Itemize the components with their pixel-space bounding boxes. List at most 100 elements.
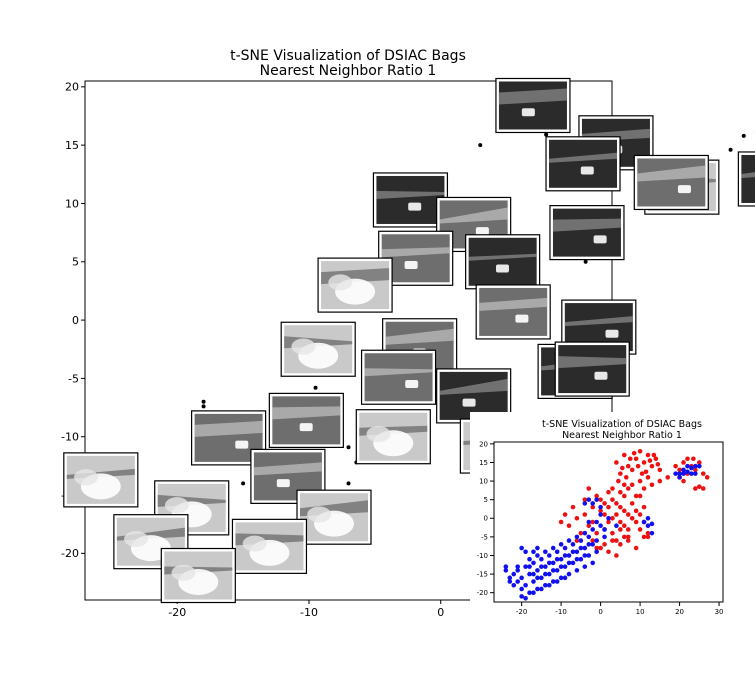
- inset-red-point: [655, 462, 661, 467]
- inset-blue-point: [645, 515, 651, 521]
- inset-y-tick-label: 0: [484, 515, 488, 523]
- main-data-point: [346, 445, 351, 450]
- inset-blue-point: [641, 519, 647, 525]
- inset-blue-point: [570, 542, 576, 547]
- inset-blue-point: [546, 582, 552, 588]
- inset-y-tick-label: -5: [481, 533, 488, 541]
- inset-blue-point: [590, 527, 596, 532]
- main-y-tick-label: 20: [65, 81, 79, 94]
- thumbnail-image: [280, 321, 356, 377]
- inset-y-tick-label: -20: [477, 589, 488, 597]
- inset-y-tick-label: -10: [477, 552, 488, 560]
- inset-red-point: [651, 452, 657, 458]
- inset-blue-point: [539, 575, 544, 581]
- inset-red-point: [574, 538, 580, 543]
- inset-red-point: [665, 475, 671, 480]
- thumbnail-image: [554, 341, 630, 397]
- inset-blue-point: [582, 564, 588, 569]
- inset-blue-point: [519, 586, 524, 592]
- inset-red-point: [633, 508, 639, 514]
- thumbnail-image: [436, 368, 512, 424]
- inset-red-point: [625, 463, 631, 469]
- inset-blue-point: [539, 556, 544, 562]
- inset-red-point: [594, 530, 599, 536]
- inset-red-point: [606, 549, 611, 555]
- inset-red-point: [657, 478, 663, 484]
- inset-blue-point: [523, 595, 528, 601]
- inset-blue-point: [570, 549, 576, 555]
- inset-blue-point: [535, 586, 540, 592]
- inset-blue-point: [693, 463, 698, 469]
- inset-blue-point: [586, 534, 592, 540]
- inset-red-point: [681, 478, 686, 484]
- inset-blue-point: [554, 549, 560, 555]
- inset-blue-point: [535, 575, 540, 581]
- inset-red-point: [691, 456, 696, 462]
- inset-blue-point: [590, 542, 596, 547]
- inset-blue-point: [566, 571, 572, 577]
- inset-blue-point: [578, 538, 584, 543]
- inset-blue-point: [515, 579, 520, 584]
- inset-blue-point: [598, 512, 603, 517]
- inset-red-point: [590, 519, 596, 525]
- inset-red-point: [590, 504, 596, 510]
- inset-red-point: [621, 482, 627, 488]
- main-x-tick-label: -10: [300, 606, 318, 619]
- main-data-point: [241, 481, 246, 486]
- thumbnail-image: [360, 349, 437, 405]
- inset-blue-point: [582, 553, 588, 558]
- inset-blue-point: [523, 549, 528, 555]
- inset-blue-point: [527, 590, 532, 595]
- inset-blue-point: [543, 564, 548, 569]
- inset-axes-frame: [493, 441, 724, 603]
- inset-red-point: [582, 512, 588, 517]
- inset-blue-point: [515, 568, 520, 573]
- inset-blue-point: [523, 582, 528, 588]
- inset-red-point: [562, 512, 568, 517]
- main-chart-title: t-SNE Visualization of DSIAC Bags: [230, 48, 466, 64]
- inset-red-point: [637, 449, 643, 454]
- inset-blue-point: [511, 571, 517, 577]
- thumbnail-image: [160, 547, 236, 604]
- main-y-tick-label: 5: [72, 256, 79, 269]
- inset-blue-point: [543, 582, 548, 588]
- inset-plot-area: [503, 449, 710, 601]
- inset-blue-point: [574, 549, 580, 555]
- inset-red-point: [645, 534, 651, 540]
- main-y-tick-label: -10: [61, 431, 79, 444]
- inset-blue-point: [570, 560, 576, 566]
- inset-blue-point: [562, 545, 568, 551]
- inset-red-point: [610, 497, 615, 502]
- inset-red-point: [641, 504, 647, 510]
- inset-red-point: [633, 456, 639, 462]
- main-x-tick-label: -20: [168, 606, 186, 619]
- inset-blue-point: [527, 564, 532, 569]
- inset-red-point: [602, 501, 607, 506]
- inset-blue-point: [598, 523, 603, 529]
- inset-red-point: [618, 527, 623, 532]
- inset-red-point: [631, 450, 637, 456]
- inset-red-point: [590, 538, 596, 543]
- inset-blue-point: [546, 571, 552, 577]
- inset-blue-point: [531, 571, 536, 577]
- inset-blue-point: [689, 465, 694, 471]
- inset-red-point: [637, 527, 643, 532]
- thumbnail-image: [317, 257, 393, 313]
- main-chart-subtitle: Nearest Neighbor Ratio 1: [260, 63, 437, 79]
- inset-red-point: [602, 542, 607, 547]
- inset-red-point: [625, 527, 631, 532]
- inset-red-point: [641, 460, 647, 465]
- inset-blue-point: [507, 575, 513, 581]
- main-data-point: [728, 147, 733, 152]
- main-y-tick-label: 0: [72, 314, 79, 327]
- inset-blue-point: [697, 463, 702, 469]
- main-x-tick-label: 0: [437, 606, 444, 619]
- inset-red-point: [637, 512, 643, 517]
- inset-red-point: [594, 545, 599, 551]
- inset-red-point: [610, 538, 615, 543]
- inset-red-point: [693, 486, 698, 491]
- inset-blue-point: [606, 515, 611, 521]
- main-data-point: [201, 404, 206, 409]
- inset-blue-point: [554, 579, 560, 584]
